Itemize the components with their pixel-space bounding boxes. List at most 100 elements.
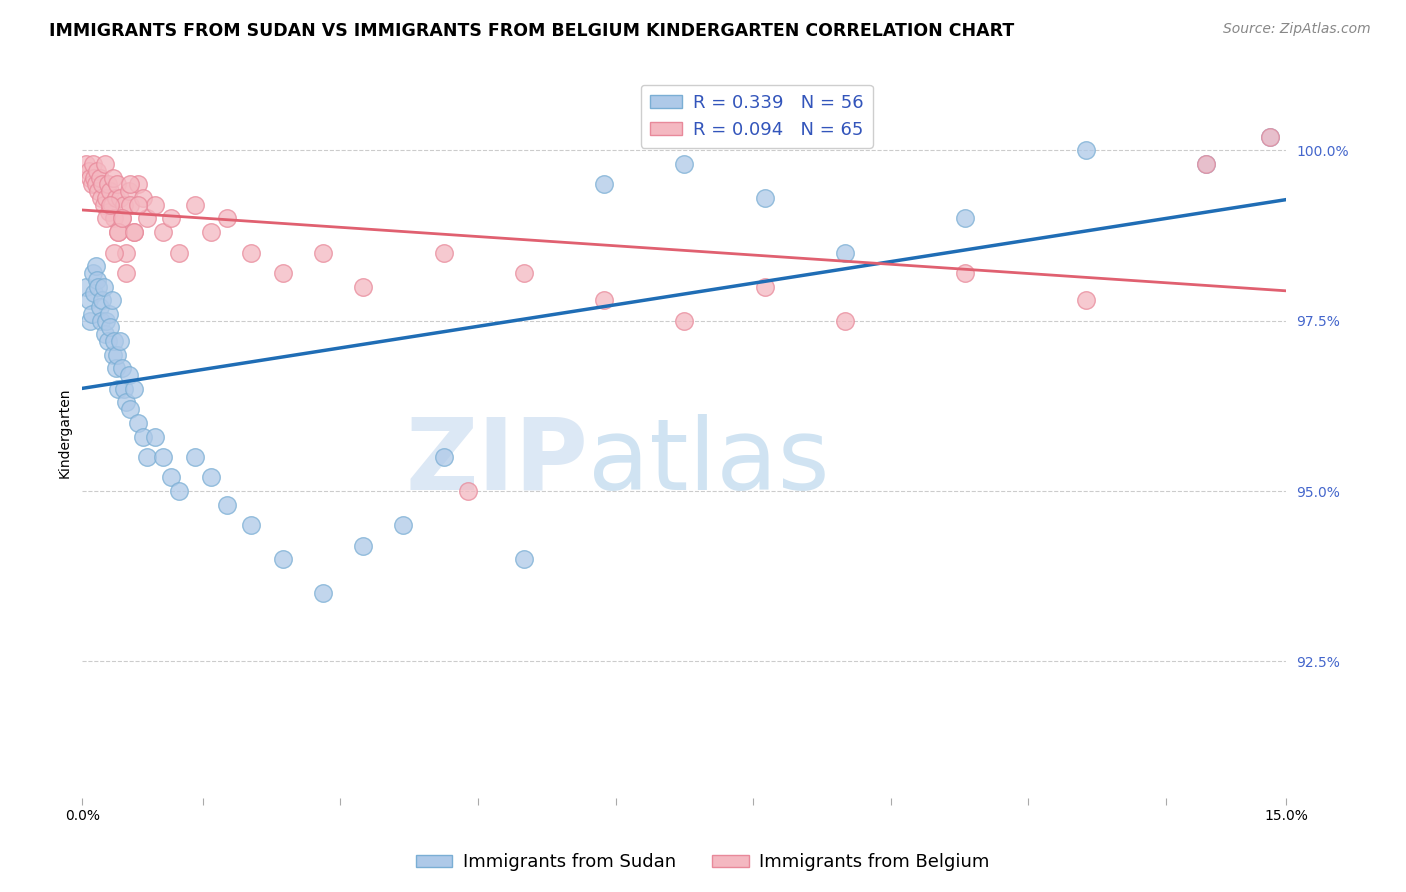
Point: [75, 157, 97, 171]
Point: [96, 313, 118, 327]
Point: [127, 178, 149, 192]
Point: [75, 279, 97, 293]
Text: IMMIGRANTS FROM SUDAN VS IMMIGRANTS FROM BELGIUM KINDERGARTEN CORRELATION CHART: IMMIGRANTS FROM SUDAN VS IMMIGRANTS FROM…: [49, 22, 1015, 40]
Point: [108, 191, 131, 205]
Point: [135, 211, 157, 226]
Point: [120, 402, 142, 417]
Point: [86, 163, 108, 178]
Point: [159, 211, 181, 226]
Point: [432, 450, 454, 464]
Point: [457, 483, 479, 498]
Point: [101, 198, 124, 212]
Point: [101, 170, 124, 185]
Legend: R = 0.339   N = 56, R = 0.094   N = 65: R = 0.339 N = 56, R = 0.094 N = 65: [641, 85, 873, 148]
Point: [80, 307, 103, 321]
Point: [183, 450, 205, 464]
Point: [392, 518, 415, 533]
Text: atlas: atlas: [588, 414, 830, 511]
Point: [152, 450, 174, 464]
Point: [84, 259, 107, 273]
Point: [131, 429, 153, 443]
Point: [82, 266, 104, 280]
Point: [352, 279, 374, 293]
Point: [84, 178, 107, 192]
Point: [105, 348, 128, 362]
Point: [101, 348, 124, 362]
Point: [77, 293, 100, 308]
Point: [120, 178, 142, 192]
Point: [97, 178, 120, 192]
Point: [107, 382, 129, 396]
Point: [673, 313, 696, 327]
Point: [90, 191, 112, 205]
Point: [103, 245, 125, 260]
Point: [101, 293, 124, 308]
Point: [87, 279, 110, 293]
Point: [112, 382, 135, 396]
Point: [89, 300, 111, 314]
Point: [239, 518, 262, 533]
Point: [94, 327, 117, 342]
Point: [432, 245, 454, 260]
Point: [127, 198, 149, 212]
Point: [200, 225, 222, 239]
Point: [91, 178, 114, 192]
Point: [754, 279, 776, 293]
Point: [100, 320, 122, 334]
Point: [593, 178, 616, 192]
Point: [1195, 157, 1218, 171]
Point: [955, 266, 977, 280]
Point: [183, 198, 205, 212]
Point: [1074, 143, 1097, 157]
Point: [135, 450, 157, 464]
Point: [91, 293, 114, 308]
Point: [513, 266, 536, 280]
Point: [1260, 129, 1282, 144]
Point: [312, 586, 335, 600]
Point: [312, 245, 335, 260]
Point: [87, 184, 110, 198]
Point: [90, 313, 112, 327]
Point: [143, 429, 166, 443]
Point: [83, 286, 105, 301]
Point: [108, 334, 131, 348]
Point: [167, 245, 190, 260]
Point: [159, 470, 181, 484]
Point: [105, 361, 128, 376]
Point: [107, 225, 129, 239]
Point: [131, 191, 153, 205]
Y-axis label: Kindergarten: Kindergarten: [58, 388, 72, 478]
Point: [79, 170, 101, 185]
Point: [955, 211, 977, 226]
Point: [593, 293, 616, 308]
Point: [1074, 293, 1097, 308]
Point: [93, 198, 115, 212]
Point: [834, 313, 856, 327]
Point: [115, 245, 138, 260]
Point: [124, 382, 146, 396]
Point: [79, 313, 101, 327]
Point: [112, 198, 135, 212]
Point: [115, 266, 138, 280]
Point: [167, 483, 190, 498]
Point: [97, 334, 120, 348]
Point: [107, 225, 129, 239]
Point: [86, 273, 108, 287]
Point: [124, 225, 146, 239]
Point: [94, 157, 117, 171]
Point: [96, 211, 118, 226]
Point: [271, 552, 294, 566]
Point: [77, 163, 100, 178]
Point: [754, 191, 776, 205]
Point: [834, 245, 856, 260]
Point: [118, 368, 141, 383]
Point: [97, 307, 120, 321]
Point: [105, 178, 128, 192]
Point: [80, 178, 103, 192]
Text: ZIP: ZIP: [405, 414, 588, 511]
Point: [200, 470, 222, 484]
Point: [111, 211, 134, 226]
Text: Source: ZipAtlas.com: Source: ZipAtlas.com: [1223, 22, 1371, 37]
Point: [120, 198, 142, 212]
Point: [513, 552, 536, 566]
